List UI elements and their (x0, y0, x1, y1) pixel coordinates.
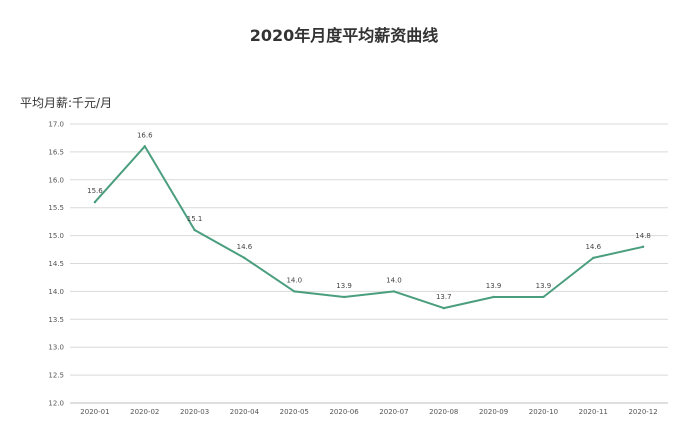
data-point (342, 295, 346, 299)
data-point (592, 256, 595, 260)
data-point (293, 290, 296, 293)
chart-title: 2020年月度平均薪资曲线 (249, 26, 439, 45)
y-tick-label: 14.5 (48, 260, 64, 268)
y-tick-label: 12.5 (48, 372, 64, 380)
y-tick-label: 15.0 (48, 232, 64, 240)
y-axis-label: 平均月薪:千元/月 (20, 96, 113, 110)
data-label: 14.0 (286, 276, 302, 284)
x-tick-label: 2020-06 (329, 408, 359, 416)
data-point (641, 245, 645, 248)
x-tick-label: 2020-10 (529, 408, 558, 416)
data-point (392, 290, 396, 293)
x-tick-label: 2020-11 (579, 408, 608, 416)
data-point (542, 295, 545, 299)
y-tick-label: 13.0 (48, 344, 64, 352)
data-point (243, 256, 246, 260)
x-tick-label: 2020-08 (429, 408, 458, 416)
data-label: 14.0 (386, 276, 402, 284)
x-tick-label: 2020-03 (180, 408, 209, 416)
x-tick-label: 2020-02 (130, 408, 159, 416)
data-label: 13.7 (436, 293, 452, 301)
y-tick-label: 16.5 (48, 148, 64, 156)
data-point (193, 228, 196, 232)
y-tick-label: 16.0 (48, 176, 64, 184)
y-tick-label: 17.0 (48, 121, 64, 129)
y-tick-label: 14.0 (48, 288, 64, 296)
data-label: 15.6 (87, 187, 103, 195)
y-tick-label: 12.0 (48, 400, 64, 408)
y-tick-label: 13.5 (48, 316, 64, 324)
data-label: 14.8 (635, 232, 651, 240)
data-point (143, 145, 146, 148)
data-label: 13.9 (336, 282, 352, 290)
data-point (442, 306, 445, 310)
data-label: 13.9 (536, 282, 552, 290)
data-point (492, 295, 495, 299)
x-tick-label: 2020-05 (280, 408, 309, 416)
x-tick-label: 2020-01 (80, 408, 109, 416)
data-label: 14.6 (585, 243, 601, 251)
x-tick-label: 2020-04 (230, 408, 260, 416)
x-tick-label: 2020-09 (479, 408, 508, 416)
y-tick-label: 15.5 (48, 204, 64, 212)
data-label: 14.6 (237, 243, 253, 251)
x-tick-label: 2020-12 (628, 408, 657, 416)
data-label: 13.9 (486, 282, 502, 290)
data-point (93, 200, 97, 204)
data-label: 15.1 (187, 215, 203, 223)
series-line (94, 145, 644, 310)
data-label: 16.6 (137, 131, 153, 139)
x-tick-label: 2020-07 (379, 408, 408, 416)
